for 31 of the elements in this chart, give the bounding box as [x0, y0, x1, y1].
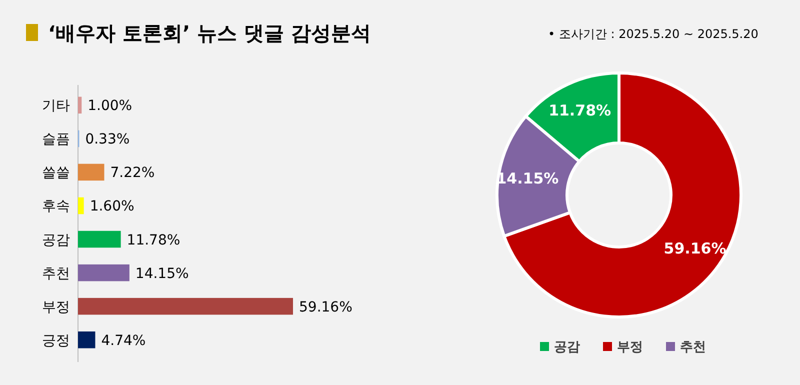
- data-label: 11.78%: [548, 102, 612, 120]
- data-label: 1.00%: [88, 98, 132, 114]
- bar: [78, 264, 130, 282]
- y-tick-label: 부정: [42, 299, 70, 316]
- y-tick-label: 후속: [42, 198, 70, 215]
- y-tick-label: 긍정: [42, 332, 70, 349]
- y-tick-label: 쓸쓸: [42, 165, 70, 182]
- bar: [78, 230, 121, 248]
- data-label: 14.15%: [496, 169, 559, 188]
- bar: [78, 298, 293, 315]
- data-label: 1.60%: [90, 198, 134, 215]
- bar: [78, 331, 96, 348]
- legend-label: 부정: [617, 340, 643, 355]
- data-label: 14.15%: [135, 266, 189, 282]
- y-tick-label: 슬픔: [42, 132, 70, 148]
- data-label: 59.16%: [299, 299, 352, 316]
- y-tick-label: 기타: [42, 98, 70, 114]
- legend-label: 공감: [554, 340, 580, 355]
- bar: [78, 164, 104, 181]
- data-label: 11.78%: [126, 232, 180, 248]
- y-tick-label: 공감: [42, 232, 70, 248]
- data-label: 0.33%: [85, 132, 130, 148]
- text: • 조사기간 : 2025.5.20 ~ 2025.5.20: [548, 27, 758, 41]
- bar: [78, 197, 84, 214]
- y-tick-label: 추천: [42, 266, 70, 282]
- data-label: 7.22%: [110, 165, 155, 182]
- data-label: 4.74%: [101, 332, 146, 349]
- bar: [78, 96, 82, 114]
- chart-title: ‘배우자 토론회’ 뉴스 댓글 감성분석: [48, 21, 372, 45]
- legend-label: 추천: [680, 340, 706, 355]
- data-label: 59.16%: [664, 240, 726, 258]
